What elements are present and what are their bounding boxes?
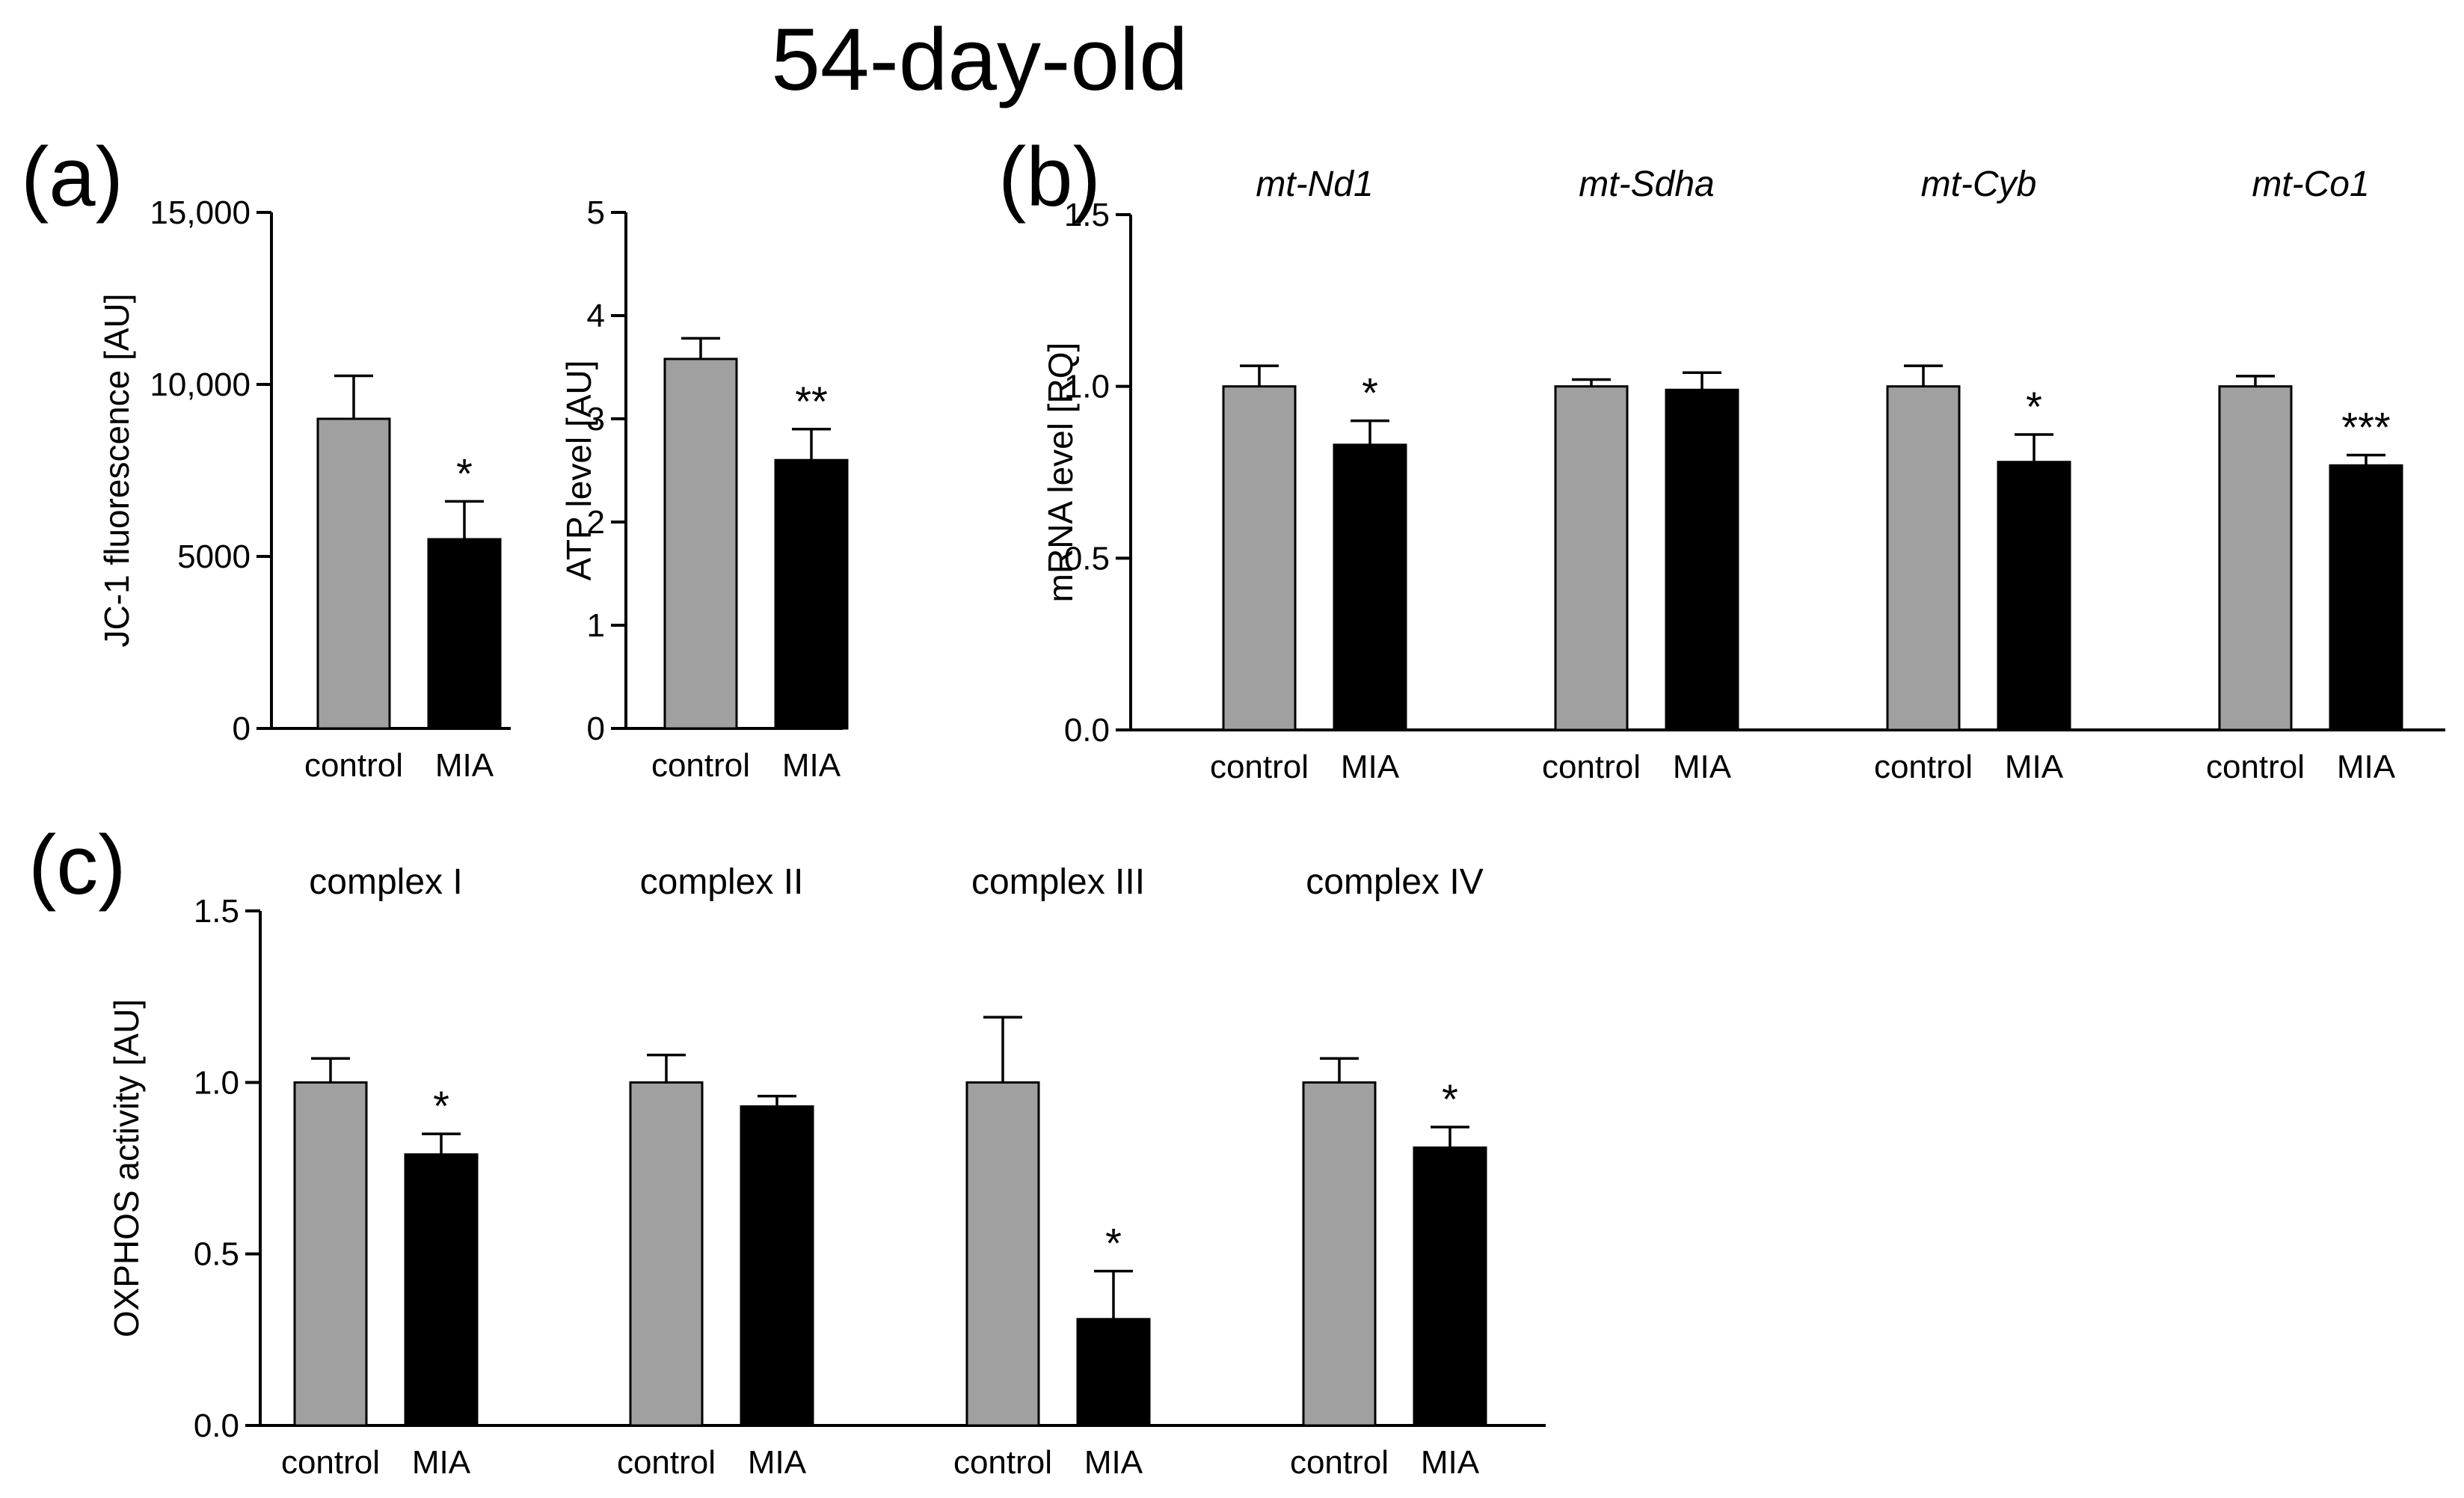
bar-control xyxy=(965,1081,1040,1427)
category-label: MIA xyxy=(1341,749,1400,785)
y-tick-label: 0.0 xyxy=(194,1408,239,1444)
y-tick-label: 1.0 xyxy=(1064,369,1110,405)
bar-control xyxy=(1302,1081,1377,1427)
y-tick-label: 1 xyxy=(587,607,605,644)
group-subtitle: complex IV xyxy=(1306,862,1483,902)
group-subtitle: mt-Sdha xyxy=(1579,165,1714,204)
group-subtitle: mt-Nd1 xyxy=(1256,165,1373,204)
panel-label-b: (b) xyxy=(998,130,1101,224)
category-label: control xyxy=(304,747,403,784)
category-label: MIA xyxy=(435,747,494,784)
significance-marker: * xyxy=(1105,1220,1122,1267)
category-label: MIA xyxy=(2337,749,2396,785)
category-label: control xyxy=(1290,1444,1389,1481)
bar-mia xyxy=(1076,1318,1151,1427)
bar-control xyxy=(1222,385,1297,731)
y-axis-label: mRNA level [RQ] xyxy=(1041,343,1080,603)
group-subtitle: complex III xyxy=(971,862,1145,902)
y-tick-label: 0.5 xyxy=(1064,540,1110,577)
bar-control xyxy=(2218,385,2293,731)
category-label: MIA xyxy=(412,1444,471,1481)
bar-control xyxy=(629,1081,704,1427)
y-tick-label: 0 xyxy=(587,710,605,747)
panel-label-a: (a) xyxy=(21,130,123,224)
significance-marker: * xyxy=(1442,1075,1458,1123)
category-label: control xyxy=(651,747,750,784)
category-label: control xyxy=(617,1444,716,1481)
bar-mia xyxy=(774,458,849,730)
bar-control xyxy=(293,1081,368,1427)
figure-title: 54-day-old xyxy=(771,10,1188,109)
category-label: control xyxy=(953,1444,1052,1481)
category-label: MIA xyxy=(2005,749,2064,785)
y-tick-label: 5 xyxy=(587,194,605,231)
y-tick-label: 1.0 xyxy=(194,1064,239,1101)
y-tick-label: 0 xyxy=(233,710,251,747)
bar-control xyxy=(316,417,391,730)
chart-jc1-fluorescence: 0 5000 10,000 15,000 JC-1 fluorescence [AU] c… xyxy=(97,194,511,784)
significance-marker: * xyxy=(1362,369,1378,417)
y-axis-label: ATP level [AU] xyxy=(559,360,598,581)
y-tick-label: 15,000 xyxy=(150,194,251,231)
y-tick-label: 4 xyxy=(587,298,605,334)
significance-marker: * xyxy=(456,449,473,497)
category-label: control xyxy=(1542,749,1641,785)
significance-marker: * xyxy=(2026,383,2042,430)
category-label: MIA xyxy=(1421,1444,1480,1481)
category-label: control xyxy=(1210,749,1309,785)
significance-marker: *** xyxy=(2341,404,2390,451)
y-tick-label: 10,000 xyxy=(150,366,251,403)
category-label: control xyxy=(2206,749,2305,785)
category-label: control xyxy=(1874,749,1973,785)
chart-atp-level: 0 1 2 3 4 5 ATP level [AU] control ** MIA xyxy=(559,194,849,784)
bar-mia xyxy=(427,538,502,730)
group-subtitle: mt-Cyb xyxy=(1921,165,2037,204)
group-subtitle: mt-Co1 xyxy=(2252,165,2369,204)
bar-mia xyxy=(404,1153,479,1427)
bar-mia xyxy=(2329,464,2403,731)
y-axis-label: JC-1 fluorescence [AU] xyxy=(97,294,136,648)
y-tick-label: 3 xyxy=(587,401,605,438)
category-label: control xyxy=(281,1444,380,1481)
y-tick-label: 1.5 xyxy=(194,893,239,930)
bar-mia xyxy=(1665,388,1739,731)
significance-marker: * xyxy=(433,1082,449,1129)
bar-control xyxy=(1554,385,1629,731)
bar-mia xyxy=(740,1105,814,1427)
chart-mrna-level: 0.0 0.5 1.0 1.5 mRNA level [RQ] mt-Nd1 control… xyxy=(1041,165,2445,785)
chart-oxphos-activity: 0.0 0.5 1.0 1.5 OXPHOS activity [AU] complex … xyxy=(107,862,1546,1481)
group-subtitle: complex I xyxy=(309,862,462,902)
y-tick-label: 0.5 xyxy=(194,1236,239,1273)
significance-marker: ** xyxy=(795,378,828,425)
panel-label-c: (c) xyxy=(28,818,126,912)
category-label: MIA xyxy=(782,747,841,784)
bar-mia xyxy=(1997,461,2071,731)
y-tick-label: 0.0 xyxy=(1064,712,1110,749)
bar-mia xyxy=(1333,443,1407,731)
category-label: MIA xyxy=(748,1444,807,1481)
bar-control xyxy=(663,357,738,730)
group-subtitle: complex II xyxy=(640,862,804,902)
y-axis-label: OXPHOS activity [AU] xyxy=(107,999,146,1337)
y-tick-label: 5000 xyxy=(177,538,251,575)
category-label: MIA xyxy=(1084,1444,1143,1481)
y-tick-label: 2 xyxy=(587,504,605,541)
bar-mia xyxy=(1413,1146,1487,1427)
y-tick-label: 1.5 xyxy=(1064,197,1110,233)
category-label: MIA xyxy=(1673,749,1732,785)
bar-control xyxy=(1886,385,1961,731)
